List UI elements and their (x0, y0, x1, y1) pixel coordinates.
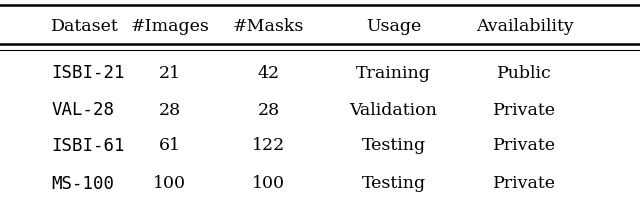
Text: Usage: Usage (366, 18, 421, 35)
Text: 42: 42 (258, 65, 280, 82)
Text: 122: 122 (252, 137, 285, 154)
Text: VAL-28: VAL-28 (51, 101, 114, 119)
Text: 61: 61 (159, 137, 180, 154)
Text: ISBI-21: ISBI-21 (51, 64, 125, 82)
Text: Testing: Testing (362, 175, 426, 192)
Text: #Masks: #Masks (233, 18, 305, 35)
Text: Public: Public (497, 65, 552, 82)
Text: Private: Private (493, 102, 556, 119)
Text: Training: Training (356, 65, 431, 82)
Text: Availability: Availability (476, 18, 573, 35)
Text: Dataset: Dataset (51, 18, 119, 35)
Text: 100: 100 (252, 175, 285, 192)
Text: Private: Private (493, 175, 556, 192)
Text: 100: 100 (153, 175, 186, 192)
Text: ISBI-61: ISBI-61 (51, 137, 125, 155)
Text: Testing: Testing (362, 137, 426, 154)
Text: #Images: #Images (130, 18, 209, 35)
Text: Private: Private (493, 137, 556, 154)
Text: Validation: Validation (349, 102, 438, 119)
Text: 21: 21 (159, 65, 180, 82)
Text: 28: 28 (258, 102, 280, 119)
Text: MS-100: MS-100 (51, 175, 114, 193)
Text: 28: 28 (159, 102, 180, 119)
